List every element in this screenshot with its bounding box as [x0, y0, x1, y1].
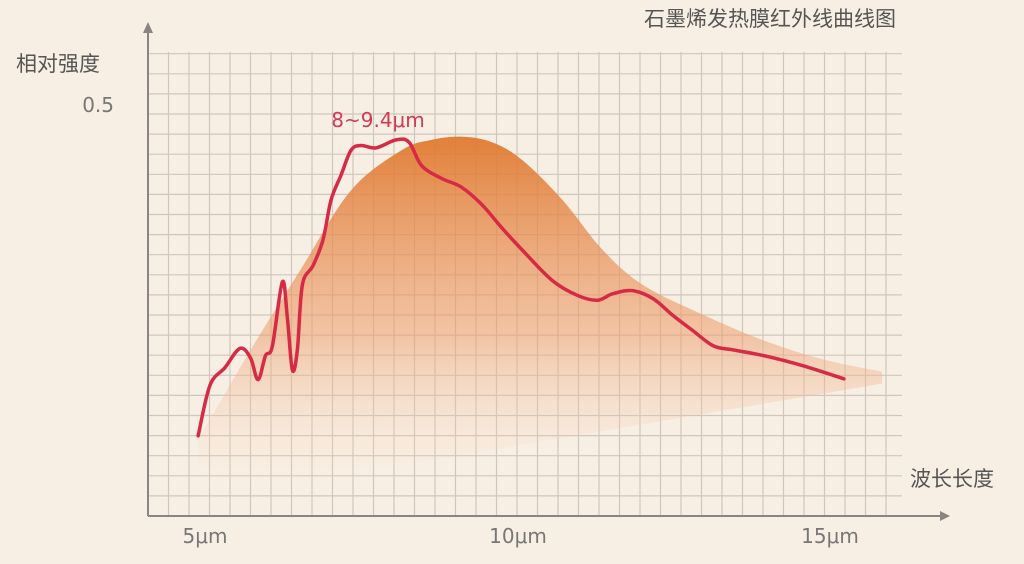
peak-annotation: 8~9.4μm	[331, 108, 425, 132]
y-tick-label: 0.5	[82, 93, 114, 117]
line-series	[196, 137, 846, 438]
x-tick-label: 15μm	[801, 524, 859, 548]
chart-title: 石墨烯发热膜红外线曲线图	[644, 7, 896, 31]
area-series	[198, 136, 883, 500]
x-axis-arrow-icon	[940, 511, 950, 521]
x-tick-label: 10μm	[489, 524, 547, 548]
x-axis-label: 波长长度	[910, 467, 994, 491]
x-tick-label: 5μm	[183, 524, 228, 548]
y-axis-arrow-icon	[143, 22, 153, 33]
y-axis-label: 相对强度	[16, 52, 100, 76]
